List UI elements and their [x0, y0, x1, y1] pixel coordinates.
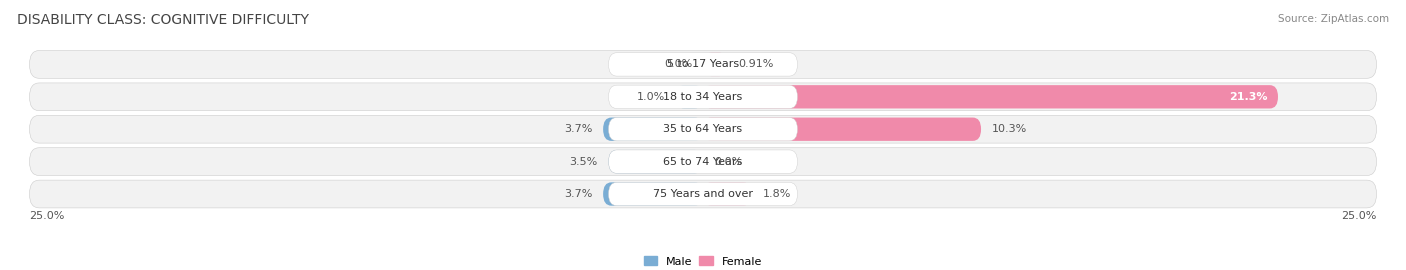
FancyBboxPatch shape — [30, 50, 1376, 78]
FancyBboxPatch shape — [609, 182, 797, 206]
Text: 3.7%: 3.7% — [564, 189, 592, 199]
Text: 18 to 34 Years: 18 to 34 Years — [664, 92, 742, 102]
Text: 0.0%: 0.0% — [664, 59, 692, 69]
FancyBboxPatch shape — [609, 150, 703, 173]
FancyBboxPatch shape — [603, 117, 703, 141]
Text: 21.3%: 21.3% — [1229, 92, 1267, 102]
Text: 25.0%: 25.0% — [30, 211, 65, 221]
Text: 35 to 64 Years: 35 to 64 Years — [664, 124, 742, 134]
FancyBboxPatch shape — [609, 85, 797, 109]
Text: 75 Years and over: 75 Years and over — [652, 189, 754, 199]
FancyBboxPatch shape — [30, 83, 1376, 111]
Text: 25.0%: 25.0% — [1341, 211, 1376, 221]
FancyBboxPatch shape — [703, 117, 981, 141]
FancyBboxPatch shape — [609, 150, 797, 173]
Text: 1.0%: 1.0% — [637, 92, 665, 102]
FancyBboxPatch shape — [703, 182, 752, 206]
FancyBboxPatch shape — [603, 182, 703, 206]
Text: Source: ZipAtlas.com: Source: ZipAtlas.com — [1278, 14, 1389, 23]
FancyBboxPatch shape — [30, 180, 1376, 208]
FancyBboxPatch shape — [703, 85, 1278, 109]
Text: DISABILITY CLASS: COGNITIVE DIFFICULTY: DISABILITY CLASS: COGNITIVE DIFFICULTY — [17, 14, 309, 28]
Text: 5 to 17 Years: 5 to 17 Years — [666, 59, 740, 69]
Text: 65 to 74 Years: 65 to 74 Years — [664, 157, 742, 167]
Text: 0.91%: 0.91% — [738, 59, 773, 69]
Legend: Male, Female: Male, Female — [640, 252, 766, 270]
FancyBboxPatch shape — [609, 117, 797, 141]
Text: 3.7%: 3.7% — [564, 124, 592, 134]
FancyBboxPatch shape — [703, 53, 727, 76]
FancyBboxPatch shape — [676, 85, 703, 109]
FancyBboxPatch shape — [609, 53, 797, 76]
FancyBboxPatch shape — [30, 115, 1376, 143]
Text: 3.5%: 3.5% — [569, 157, 598, 167]
Text: 0.0%: 0.0% — [714, 157, 742, 167]
Text: 1.8%: 1.8% — [762, 189, 790, 199]
Text: 10.3%: 10.3% — [991, 124, 1028, 134]
FancyBboxPatch shape — [30, 148, 1376, 176]
